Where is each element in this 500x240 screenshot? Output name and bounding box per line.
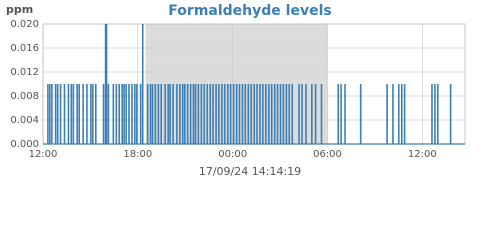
x-tick-label: 12:00 (408, 149, 437, 160)
x-tick-label: 06:00 (313, 149, 342, 160)
footer: 17/09/24 14:14:19 (199, 165, 301, 178)
x-tick-label: 18:00 (123, 149, 152, 160)
chart: Formaldehyde levels ppm 17/09/24 14:14:1… (6, 3, 466, 178)
y-tick-label: 0.016 (10, 43, 39, 54)
y-axis-label: ppm (6, 3, 33, 16)
y-tick-label: 0.020 (10, 19, 39, 30)
x-tick-label: 12:00 (29, 149, 58, 160)
chart-title: Formaldehyde levels (168, 3, 331, 19)
y-tick-label: 0.000 (10, 139, 39, 150)
y-tick-label: 0.008 (10, 91, 39, 102)
x-tick-label: 00:00 (218, 149, 247, 160)
y-tick-label: 0.004 (10, 115, 39, 126)
y-tick-label: 0.012 (10, 67, 39, 78)
